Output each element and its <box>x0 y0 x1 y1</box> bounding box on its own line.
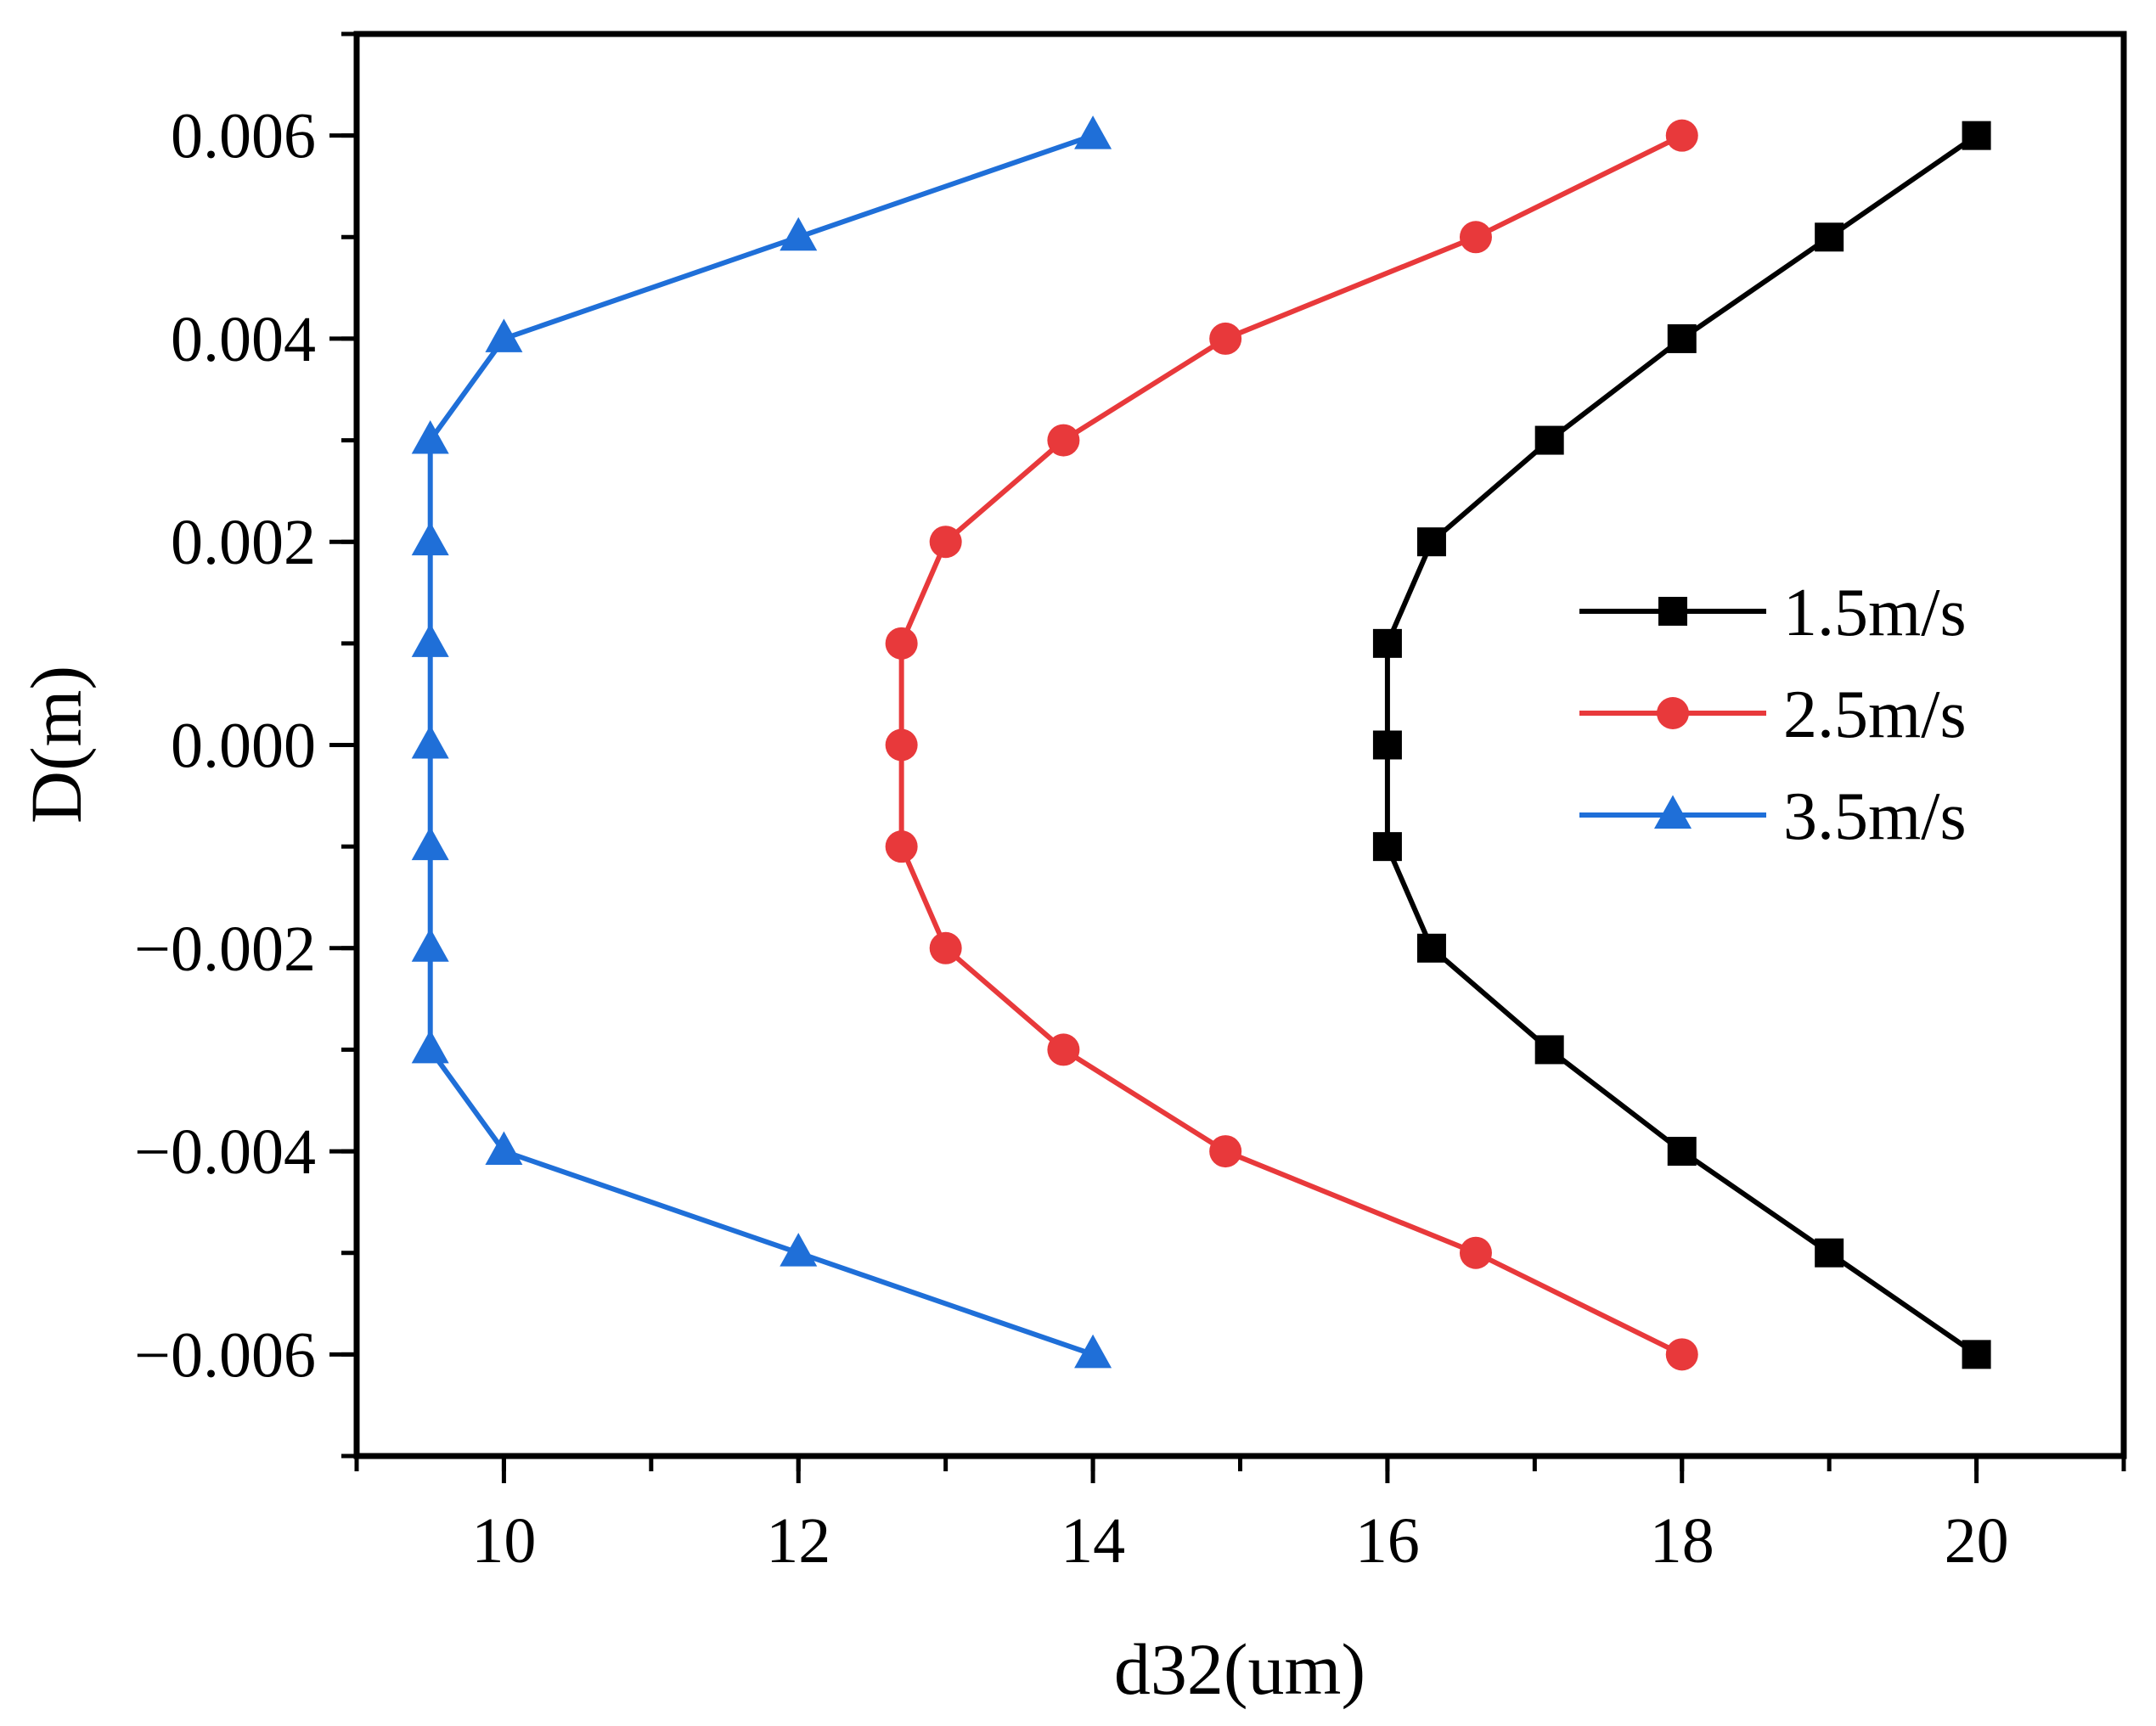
data-point <box>1667 1137 1697 1167</box>
data-point <box>1372 628 1402 658</box>
series-line <box>898 132 1684 1358</box>
y-axis-ticks: −0.006 −0.004 −0.002 0.000 0.002 0.004 0.006 <box>134 31 357 1459</box>
data-point <box>1534 425 1564 455</box>
series-square <box>1372 121 1991 1369</box>
data-point <box>1962 1340 1991 1369</box>
legend-label: 1.5m/s <box>1783 576 1967 650</box>
y-tick-label: −0.006 <box>134 1319 316 1391</box>
legend-item: 2.5m/s <box>1579 677 1967 752</box>
y-tick-label: −0.002 <box>134 914 316 985</box>
data-point <box>485 1131 523 1166</box>
series-layer <box>411 115 1991 1371</box>
data-point <box>411 521 449 556</box>
x-tick-label: 20 <box>1945 1505 2009 1577</box>
data-point <box>1047 1033 1080 1066</box>
data-point <box>1209 1135 1242 1168</box>
data-point <box>411 623 449 657</box>
legend-marker <box>1657 697 1689 729</box>
x-tick-label: 16 <box>1355 1505 1420 1577</box>
data-point <box>1815 222 1844 252</box>
y-tick-label: 0.002 <box>171 507 316 578</box>
data-point <box>411 420 449 454</box>
data-point <box>1074 115 1112 149</box>
y-tick-label: 0.006 <box>171 101 316 172</box>
data-point <box>1815 1238 1844 1268</box>
legend-item: 3.5m/s <box>1579 779 1967 854</box>
data-point <box>1962 121 1991 150</box>
data-point <box>929 931 962 964</box>
data-point <box>1667 323 1697 353</box>
data-point <box>1665 119 1698 152</box>
x-tick-label: 14 <box>1061 1505 1125 1577</box>
data-point <box>780 216 818 251</box>
x-tick-label: 18 <box>1650 1505 1714 1577</box>
legend-marker <box>1654 795 1692 829</box>
data-point <box>885 627 918 660</box>
data-point <box>929 526 962 559</box>
data-point <box>1074 1334 1112 1369</box>
y-tick-label: 0.004 <box>171 304 316 375</box>
y-axis-title: D(m) <box>15 666 97 824</box>
legend-label: 2.5m/s <box>1783 677 1967 752</box>
data-point <box>1372 730 1402 760</box>
legend-item: 1.5m/s <box>1579 576 1967 650</box>
data-point <box>1459 221 1492 254</box>
data-point <box>1416 527 1446 557</box>
x-tick-label: 12 <box>766 1505 830 1577</box>
data-point <box>411 928 449 962</box>
data-point <box>1459 1236 1492 1269</box>
series-circle <box>885 119 1698 1371</box>
series-line <box>427 132 1095 1358</box>
data-point <box>780 1233 818 1267</box>
data-point <box>1047 424 1080 457</box>
data-point <box>885 830 918 863</box>
y-tick-label: −0.004 <box>134 1116 316 1188</box>
legend: 1.5m/s 2.5m/s 3.5m/s <box>1579 576 1967 854</box>
data-point <box>411 724 449 759</box>
data-point <box>1209 322 1242 355</box>
x-axis-title: d32(um) <box>1114 1628 1365 1710</box>
data-point <box>1665 1338 1698 1371</box>
x-axis-ticks: 10 12 14 16 18 20 <box>354 1456 2126 1577</box>
data-point <box>1372 832 1402 862</box>
legend-label: 3.5m/s <box>1783 779 1967 854</box>
series-triangle <box>411 115 1112 1369</box>
data-point <box>1416 933 1446 963</box>
legend-marker <box>1658 597 1687 626</box>
data-point <box>885 728 918 762</box>
y-tick-label: 0.000 <box>171 711 316 782</box>
data-point <box>411 1029 449 1064</box>
data-point <box>1534 1035 1564 1065</box>
x-tick-label: 10 <box>471 1505 536 1577</box>
data-point <box>485 318 523 352</box>
data-point <box>411 826 449 861</box>
